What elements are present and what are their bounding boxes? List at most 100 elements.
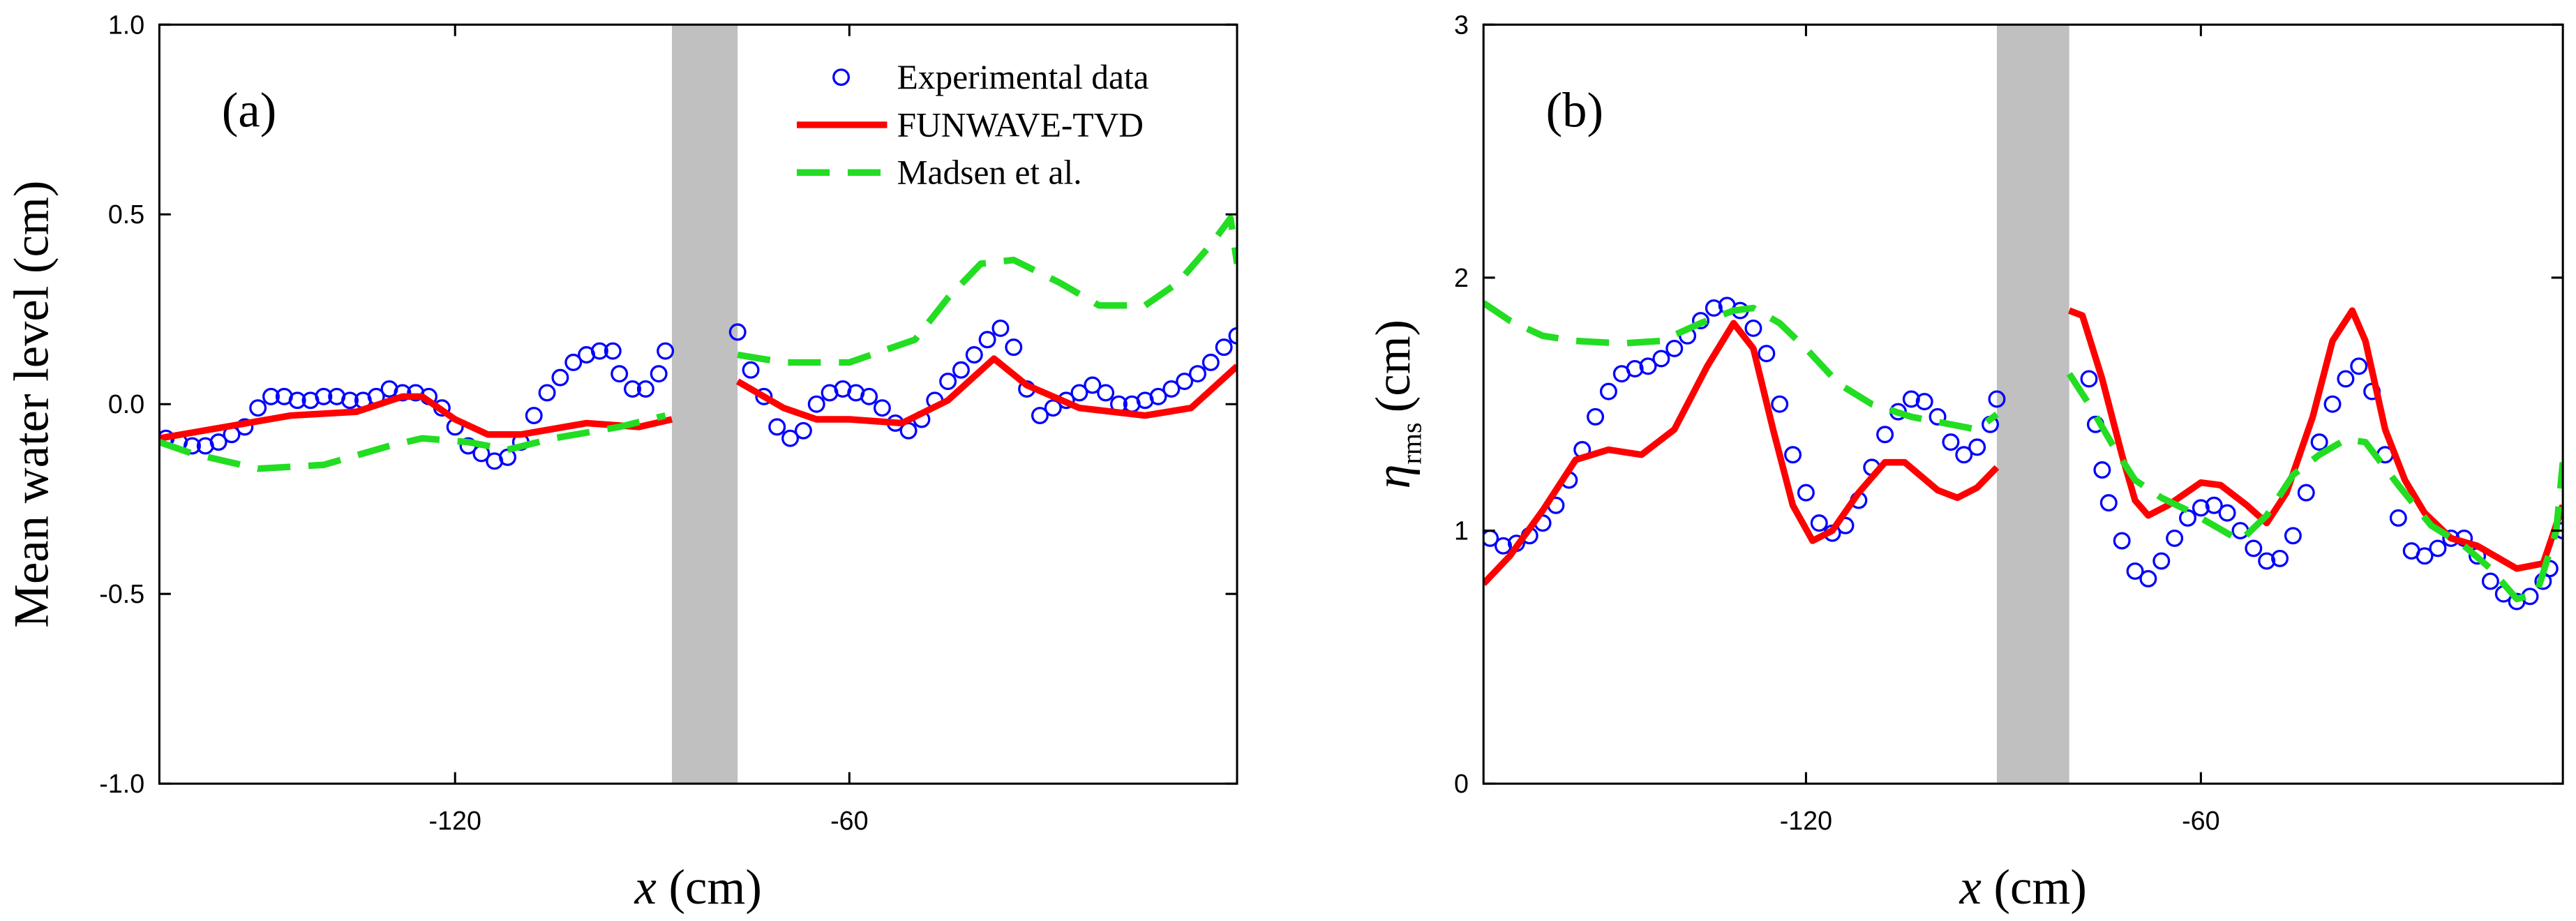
data-point — [1915, 393, 1933, 411]
line — [159, 355, 1238, 442]
y-tick-label: -1.0 — [99, 769, 144, 798]
data-point — [1005, 338, 1023, 357]
data-point — [2271, 549, 2289, 567]
data-point — [590, 342, 608, 360]
data-point — [2218, 504, 2236, 522]
plot-frame — [1482, 23, 2564, 785]
data-point — [1626, 359, 1644, 377]
data-point — [755, 387, 773, 405]
legend-label: FUNWAVE-TVD — [897, 105, 1144, 144]
data-point — [2350, 357, 2368, 375]
data-point — [939, 373, 957, 391]
x-axis-label: x (cm) — [634, 860, 762, 915]
data-point — [2429, 539, 2447, 557]
data-point — [1215, 338, 1233, 357]
data-point — [2323, 395, 2342, 413]
x-tick-label: -120 — [429, 806, 481, 835]
data-point — [499, 448, 517, 466]
data-point — [624, 380, 641, 398]
data-point — [341, 391, 359, 410]
y-tick-label: 0.0 — [108, 389, 144, 419]
data-point — [1665, 339, 1684, 357]
data-point — [1758, 345, 1776, 363]
data-point — [1810, 514, 1828, 532]
line — [1483, 307, 2563, 586]
data-point — [1097, 384, 1115, 402]
x-axis-label: x (cm) — [1959, 860, 2087, 915]
data-point — [2126, 562, 2144, 581]
data-point — [1044, 399, 1062, 417]
data-point — [2099, 494, 2118, 512]
y-tick-label: 0 — [1454, 769, 1469, 798]
data-point — [525, 407, 543, 425]
data-point — [1031, 407, 1049, 425]
data-point — [1797, 484, 1815, 502]
y-tick-label: 1 — [1454, 516, 1469, 545]
data-point — [794, 421, 812, 440]
data-point — [2481, 572, 2499, 590]
shaded-region — [672, 24, 738, 784]
x-tick-label: -60 — [2182, 806, 2219, 835]
data-point — [249, 399, 267, 417]
data-point — [184, 437, 201, 455]
data-point — [1599, 382, 1617, 400]
data-point — [807, 395, 825, 413]
y-axis-label: Mean water level (cm) — [4, 181, 59, 628]
data-point — [2152, 552, 2171, 570]
data-point — [1988, 390, 2006, 408]
data-point — [952, 361, 970, 379]
data-point — [1744, 319, 1762, 337]
data-point — [2258, 552, 2276, 570]
data-point — [262, 387, 280, 405]
data-point — [1955, 446, 1973, 464]
plot-area — [159, 24, 1238, 784]
dashed-line — [1483, 300, 2563, 603]
data-point — [1929, 407, 1947, 426]
data-point — [2416, 547, 2434, 565]
legend-label: Madsen et al. — [897, 154, 1082, 192]
data-point — [1070, 384, 1088, 402]
y-label-subscript: rms — [1396, 422, 1428, 464]
legend-marker — [832, 68, 851, 87]
data-point — [978, 331, 996, 349]
data-point — [1189, 365, 1206, 383]
y-tick-label: -0.5 — [99, 579, 144, 608]
y-tick-label: 1.0 — [108, 10, 144, 39]
data-point — [2389, 509, 2407, 527]
x-tick-label: -120 — [1780, 806, 1832, 835]
panel-label: (a) — [222, 83, 276, 137]
data-point — [611, 365, 629, 383]
data-point — [1176, 373, 1194, 391]
data-point — [2337, 370, 2355, 388]
data-point — [636, 380, 654, 398]
data-point — [742, 361, 760, 379]
data-point — [1162, 380, 1181, 398]
plot-area — [1483, 24, 2563, 784]
data-point — [860, 387, 878, 405]
data-point — [1201, 353, 1220, 371]
data-point — [873, 399, 891, 417]
x-label-unit: (cm) — [669, 860, 762, 915]
data-point — [1705, 299, 1723, 317]
x-label-symbol: x — [1959, 860, 1982, 915]
x-label-unit: (cm) — [1994, 860, 2087, 915]
x-tick-label: -60 — [830, 806, 868, 835]
y-axis-label: ηrms (cm) — [1366, 320, 1427, 489]
data-point — [1639, 357, 1657, 375]
data-point — [394, 384, 412, 402]
y-label-symbol: η — [1366, 464, 1421, 488]
data-point — [1968, 438, 1986, 456]
data-point — [2284, 527, 2302, 545]
data-point — [288, 391, 306, 410]
data-point — [965, 346, 983, 364]
data-point — [2192, 499, 2210, 517]
y-label-unit: (cm) — [1366, 320, 1421, 412]
data-point — [2166, 529, 2184, 547]
data-point — [1771, 395, 1789, 413]
data-point — [650, 365, 668, 383]
data-point — [1587, 407, 1605, 426]
shaded-region — [1996, 24, 2069, 784]
data-point — [1495, 537, 1512, 555]
data-point — [1942, 433, 1960, 451]
